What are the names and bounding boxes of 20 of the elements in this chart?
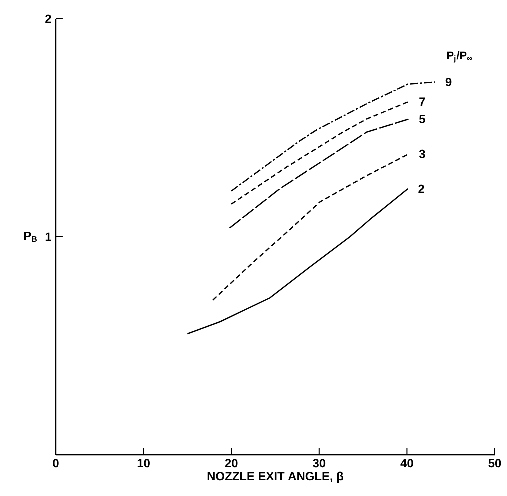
series-label: 5 bbox=[419, 115, 426, 124]
x-tick-label: 50 bbox=[488, 459, 502, 468]
x-tick-label: 10 bbox=[138, 459, 150, 468]
x-tick-label: 20 bbox=[225, 459, 238, 468]
line-series bbox=[187, 188, 409, 335]
y-axis-title: P$_{B}$ bbox=[24, 232, 38, 242]
x-tick-label: 30 bbox=[313, 459, 326, 468]
line-series bbox=[229, 118, 410, 229]
series-label: 3 bbox=[419, 150, 426, 158]
x-tick-label: 0 bbox=[53, 459, 59, 468]
line-series bbox=[230, 101, 410, 205]
y-tick-label: 1 bbox=[46, 232, 52, 242]
series-label: 7 bbox=[420, 98, 426, 106]
x-axis-title: NOZZLE EXIT ANGLE, β bbox=[208, 472, 344, 483]
series-label: 2 bbox=[418, 184, 424, 194]
legend-title: P$_{j}$/P$_{∞}$ bbox=[447, 51, 472, 63]
line-series bbox=[230, 82, 436, 192]
x-tick-label: 40 bbox=[400, 459, 414, 468]
line-series bbox=[212, 154, 410, 301]
series-label: 9 bbox=[446, 78, 452, 86]
